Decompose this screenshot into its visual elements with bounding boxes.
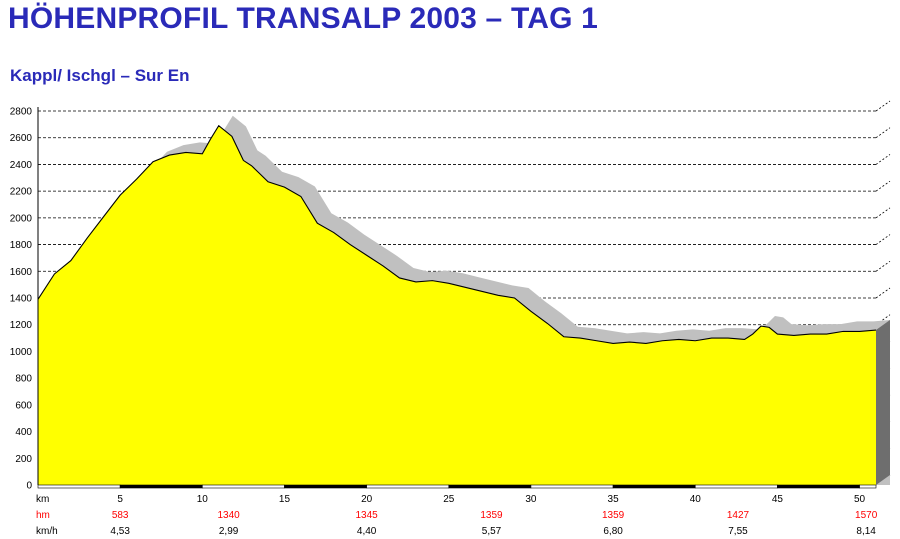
- x-axis-band-segment: [366, 484, 450, 489]
- page-title: HÖHENPROFIL TRANSALP 2003 – TAG 1: [8, 2, 599, 35]
- grid-depth-line: [875, 154, 891, 165]
- axis-layer: 0 200 400 600 800 1000 1200 1400 1600 1800 2000 220…: [10, 107, 877, 505]
- grid-depth-line: [875, 234, 891, 245]
- summary-row-value: 1359: [602, 510, 625, 521]
- grid-depth-line: [875, 287, 891, 299]
- x-axis-band-segment: [202, 484, 285, 489]
- grid-depth-line: [875, 180, 891, 192]
- x-tick-label: 40: [690, 494, 702, 505]
- grid-depth-line: [875, 127, 891, 139]
- grid-depth-line: [875, 260, 891, 272]
- summary-row-label: hm: [36, 510, 50, 521]
- summary-row-label: km: [36, 494, 49, 505]
- y-tick-label: 800: [15, 374, 32, 385]
- x-axis-band-segment: [859, 484, 877, 489]
- y-tick-label: 400: [15, 427, 32, 438]
- x-tick-label: 50: [854, 494, 866, 505]
- area-layer: [37, 115, 890, 485]
- summary-row-value: 1359: [480, 510, 503, 521]
- x-tick-label: 5: [117, 494, 123, 505]
- y-tick-label: 2200: [10, 187, 33, 198]
- x-axis-band-segment: [37, 484, 121, 489]
- summary-row-value: 8,14: [856, 526, 876, 537]
- x-tick-label: 35: [608, 494, 620, 505]
- x-axis-band-segment: [119, 484, 203, 489]
- x-tick-label: 20: [361, 494, 373, 505]
- y-tick-label: 2600: [10, 133, 33, 144]
- summary-row-value: 583: [112, 510, 129, 521]
- x-axis-band-segment: [694, 484, 778, 489]
- summary-row-value: 1345: [356, 510, 379, 521]
- summary-row-value: 1340: [217, 510, 240, 521]
- summary-row-value: 6,80: [603, 526, 623, 537]
- y-tick-label: 200: [15, 454, 32, 465]
- summary-row-value: 7,55: [728, 526, 748, 537]
- page-subtitle: Kappl/ Ischgl – Sur En: [10, 66, 190, 85]
- x-tick-label: 10: [197, 494, 209, 505]
- x-tick-label: 30: [525, 494, 537, 505]
- y-tick-label: 600: [15, 400, 32, 411]
- y-tick-label: 1000: [10, 347, 33, 358]
- x-tick-label: 15: [279, 494, 291, 505]
- summary-row-value: 4,40: [357, 526, 377, 537]
- profile-side-face: [876, 320, 890, 485]
- x-axis-band-segment: [284, 484, 367, 489]
- x-tick-label: 25: [443, 494, 455, 505]
- grid-depth-line: [875, 207, 891, 219]
- x-tick-label: 45: [772, 494, 784, 505]
- y-tick-label: 2400: [10, 160, 33, 171]
- y-tick-label: 2000: [10, 213, 33, 224]
- grid-depth-line: [875, 100, 891, 112]
- summary-row-value: 1570: [855, 510, 878, 521]
- y-tick-label: 1800: [10, 240, 33, 251]
- grid-depth-line: [875, 314, 891, 326]
- y-tick-label: 1200: [10, 320, 33, 331]
- summary-row-value: 1427: [727, 510, 750, 521]
- summary-rows: km hm 583 1340 1345 1359 1359 1427 1570 km/h 4,53 2…: [36, 494, 878, 537]
- summary-row-value: 4,53: [110, 526, 130, 537]
- y-tick-label: 2800: [10, 107, 33, 118]
- x-axis-band-segment: [612, 484, 696, 489]
- profile-line: [37, 124, 877, 344]
- x-axis-band-segment: [777, 484, 860, 489]
- x-axis-band-segment: [530, 484, 614, 489]
- summary-row-label: km/h: [36, 526, 58, 537]
- x-axis-band-segment: [448, 484, 532, 489]
- profile-area: [38, 125, 876, 485]
- y-tick-label: 0: [26, 481, 32, 492]
- y-tick-label: 1600: [10, 267, 33, 278]
- y-tick-label: 1400: [10, 294, 33, 305]
- summary-row-value: 2,99: [219, 526, 239, 537]
- summary-row-value: 5,57: [482, 526, 502, 537]
